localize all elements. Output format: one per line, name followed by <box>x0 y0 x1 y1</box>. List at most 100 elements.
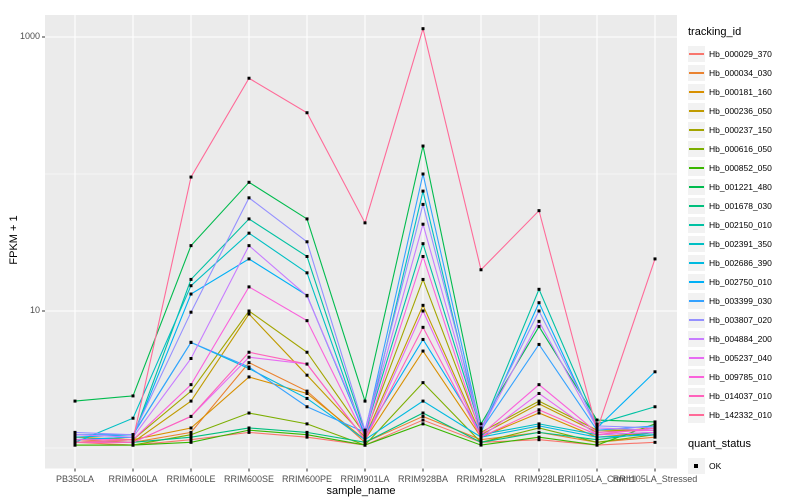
data-point[interactable] <box>131 433 135 437</box>
data-point[interactable] <box>247 375 251 379</box>
legend-item[interactable]: Hb_003807_020 <box>688 310 800 329</box>
data-point[interactable] <box>305 422 309 426</box>
data-point[interactable] <box>421 381 425 385</box>
legend-item[interactable]: Hb_009785_010 <box>688 367 800 386</box>
data-point[interactable] <box>305 396 309 400</box>
data-point[interactable] <box>73 435 77 439</box>
data-point[interactable] <box>305 405 309 409</box>
data-point[interactable] <box>305 319 309 323</box>
data-point[interactable] <box>537 402 541 406</box>
data-point[interactable] <box>595 430 599 434</box>
data-point[interactable] <box>421 325 425 329</box>
legend-item[interactable]: Hb_014037_010 <box>688 386 800 405</box>
data-point[interactable] <box>363 443 367 447</box>
legend-item[interactable]: Hb_001678_030 <box>688 196 800 215</box>
data-point[interactable] <box>305 271 309 275</box>
data-point[interactable] <box>305 435 309 439</box>
data-point[interactable] <box>537 411 541 415</box>
legend-item[interactable]: Hb_000029_370 <box>688 44 800 63</box>
data-point[interactable] <box>189 340 193 344</box>
data-point[interactable] <box>247 309 251 313</box>
data-point[interactable] <box>653 370 657 374</box>
data-point[interactable] <box>247 355 251 359</box>
data-point[interactable] <box>189 433 193 437</box>
legend-item[interactable]: Hb_000237_150 <box>688 120 800 139</box>
data-point[interactable] <box>247 428 251 432</box>
data-point[interactable] <box>305 391 309 395</box>
data-point[interactable] <box>537 426 541 430</box>
data-point[interactable] <box>421 27 425 31</box>
data-point[interactable] <box>363 399 367 403</box>
data-point[interactable] <box>247 217 251 221</box>
data-point[interactable] <box>421 172 425 176</box>
data-point[interactable] <box>421 414 425 418</box>
data-point[interactable] <box>421 422 425 426</box>
data-point[interactable] <box>363 435 367 439</box>
data-point[interactable] <box>73 440 77 444</box>
data-point[interactable] <box>189 284 193 288</box>
data-point[interactable] <box>479 428 483 432</box>
data-point[interactable] <box>73 430 77 434</box>
data-point[interactable] <box>653 433 657 437</box>
data-point[interactable] <box>305 433 309 437</box>
data-point[interactable] <box>595 426 599 430</box>
data-point[interactable] <box>189 175 193 179</box>
data-point[interactable] <box>131 416 135 420</box>
data-point[interactable] <box>305 389 309 393</box>
data-point[interactable] <box>421 309 425 313</box>
data-point[interactable] <box>653 435 657 439</box>
data-point[interactable] <box>73 438 77 442</box>
data-point[interactable] <box>363 440 367 444</box>
data-point[interactable] <box>479 443 483 447</box>
data-point[interactable] <box>189 277 193 281</box>
data-point[interactable] <box>131 394 135 398</box>
data-point[interactable] <box>421 277 425 281</box>
data-point[interactable] <box>653 440 657 444</box>
data-point[interactable] <box>537 342 541 346</box>
data-point[interactable] <box>537 435 541 439</box>
data-point[interactable] <box>247 76 251 80</box>
data-point[interactable] <box>247 426 251 430</box>
data-point[interactable] <box>479 430 483 434</box>
data-point[interactable] <box>189 430 193 434</box>
data-point[interactable] <box>73 433 77 437</box>
data-point[interactable] <box>363 428 367 432</box>
data-point[interactable] <box>421 144 425 148</box>
data-point[interactable] <box>537 399 541 403</box>
data-point[interactable] <box>189 292 193 296</box>
legend-item[interactable]: Hb_004884_200 <box>688 329 800 348</box>
data-point[interactable] <box>189 426 193 430</box>
legend-item[interactable]: Hb_000236_050 <box>688 101 800 120</box>
data-point[interactable] <box>131 440 135 444</box>
legend-item-ok[interactable]: OK <box>688 456 800 475</box>
data-point[interactable] <box>247 285 251 289</box>
data-point[interactable] <box>189 244 193 248</box>
data-point[interactable] <box>189 438 193 442</box>
data-point[interactable] <box>305 350 309 354</box>
data-point[interactable] <box>595 418 599 422</box>
data-point[interactable] <box>537 309 541 313</box>
data-point[interactable] <box>305 111 309 115</box>
data-point[interactable] <box>189 389 193 393</box>
data-point[interactable] <box>653 426 657 430</box>
data-point[interactable] <box>363 438 367 442</box>
data-point[interactable] <box>421 399 425 403</box>
legend-item[interactable]: Hb_003399_030 <box>688 291 800 310</box>
data-point[interactable] <box>247 361 251 365</box>
data-point[interactable] <box>189 440 193 444</box>
data-point[interactable] <box>595 443 599 447</box>
data-point[interactable] <box>595 435 599 439</box>
data-point[interactable] <box>537 325 541 329</box>
data-point[interactable] <box>537 319 541 323</box>
data-point[interactable] <box>421 202 425 206</box>
data-point[interactable] <box>595 424 599 428</box>
data-point[interactable] <box>537 430 541 434</box>
data-point[interactable] <box>421 337 425 341</box>
data-point[interactable] <box>131 443 135 447</box>
data-point[interactable] <box>537 424 541 428</box>
data-point[interactable] <box>653 422 657 426</box>
data-point[interactable] <box>537 287 541 291</box>
data-point[interactable] <box>653 405 657 409</box>
data-point[interactable] <box>189 399 193 403</box>
data-point[interactable] <box>305 240 309 244</box>
